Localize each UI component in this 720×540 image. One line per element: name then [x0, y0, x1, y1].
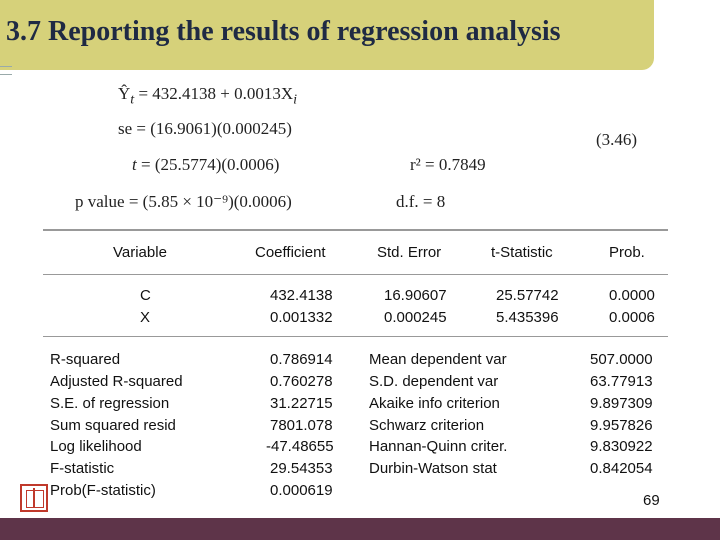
stat-label: S.E. of regression: [50, 395, 170, 412]
equation-line-3: t = (25.5774)(0.0006): [132, 155, 279, 175]
row-c-coefficient: 432.4138: [270, 287, 333, 304]
equation-line-2: se = (16.9061)(0.000245): [118, 119, 292, 139]
row-x-std-error: 0.000245: [384, 309, 447, 326]
footer-bar: [0, 518, 720, 540]
stat-value: 9.830922: [590, 438, 653, 455]
equation-line-4: p value = (5.85 × 10⁻⁹)(0.0006): [75, 192, 292, 212]
equation-line-1: Ŷt = 432.4138 + 0.0013Xi: [118, 84, 297, 108]
middle-rule: [43, 336, 668, 337]
row-c-prob: 0.0000: [609, 287, 655, 304]
left-rule: [0, 66, 12, 67]
stat-label: Sum squared resid: [50, 417, 176, 434]
eq-lhs: Ŷ: [118, 84, 131, 103]
slide-title: 3.7 Reporting the results of regression …: [6, 16, 561, 47]
stat-label: Akaike info criterion: [369, 395, 500, 412]
page-number: 69: [643, 492, 660, 509]
stat-label: F-statistic: [50, 460, 115, 477]
eq-rhs: = 432.4138 + 0.0013X: [134, 84, 294, 103]
left-rule: [0, 74, 12, 75]
eq-rhs-sub: i: [293, 91, 298, 108]
row-c-std-error: 16.90607: [384, 287, 447, 304]
eq-rhs: = (25.5774)(0.0006): [136, 155, 280, 174]
stat-value: 0.786914: [270, 351, 333, 368]
stat-value: 9.957826: [590, 417, 653, 434]
row-x-coefficient: 0.001332: [270, 309, 333, 326]
stat-value: 0.000619: [270, 482, 333, 499]
stat-label: Prob(F-statistic): [50, 482, 156, 499]
stat-label: Adjusted R-squared: [50, 373, 183, 390]
eq-lhs-sub: t: [130, 91, 135, 108]
eq-rhs: = (5.85 × 10⁻⁹)(0.0006): [124, 192, 292, 211]
header-t-statistic: t-Statistic: [491, 244, 553, 261]
header-std-error: Std. Error: [377, 244, 442, 261]
stat-value: 29.54353: [270, 460, 333, 477]
row-x-variable: X: [140, 309, 151, 326]
seal-icon: [20, 484, 48, 512]
stat-value: 507.0000: [590, 351, 653, 368]
stat-value: 0.842054: [590, 460, 653, 477]
stat-label: Log likelihood: [50, 438, 142, 455]
stat-label: Durbin-Watson stat: [369, 460, 497, 477]
eq-lhs: t: [132, 155, 137, 174]
header-coefficient: Coefficient: [255, 244, 326, 261]
row-c-variable: C: [140, 287, 151, 304]
header-rule: [43, 274, 668, 275]
stat-label: S.D. dependent var: [369, 373, 499, 390]
eq-rhs: = (16.9061)(0.000245): [132, 119, 292, 138]
stat-value: -47.48655: [266, 438, 334, 455]
eq-lhs: se: [118, 119, 133, 138]
df-text: d.f. = 8: [396, 192, 446, 211]
stat-value: 7801.078: [270, 417, 333, 434]
header-prob: Prob.: [609, 244, 645, 261]
stat-label: Mean dependent var: [369, 351, 507, 368]
r-squared-text: r² = 0.7849: [410, 155, 486, 174]
stat-label: Schwarz criterion: [369, 417, 485, 434]
stat-value: 63.77913: [590, 373, 653, 390]
stat-value: 31.22715: [270, 395, 333, 412]
equation-number: (3.46): [596, 130, 638, 149]
regression-table: [43, 229, 668, 502]
row-x-t-statistic: 5.435396: [496, 309, 559, 326]
header-variable: Variable: [113, 244, 167, 261]
stat-label: R-squared: [50, 351, 121, 368]
stat-label: Hannan-Quinn criter.: [369, 438, 508, 455]
row-x-prob: 0.0006: [609, 309, 655, 326]
title-bar: 3.7 Reporting the results of regression …: [0, 0, 654, 70]
row-c-t-statistic: 25.57742: [496, 287, 559, 304]
eq-lhs: p value: [75, 192, 125, 211]
stat-value: 0.760278: [270, 373, 333, 390]
stat-value: 9.897309: [590, 395, 653, 412]
